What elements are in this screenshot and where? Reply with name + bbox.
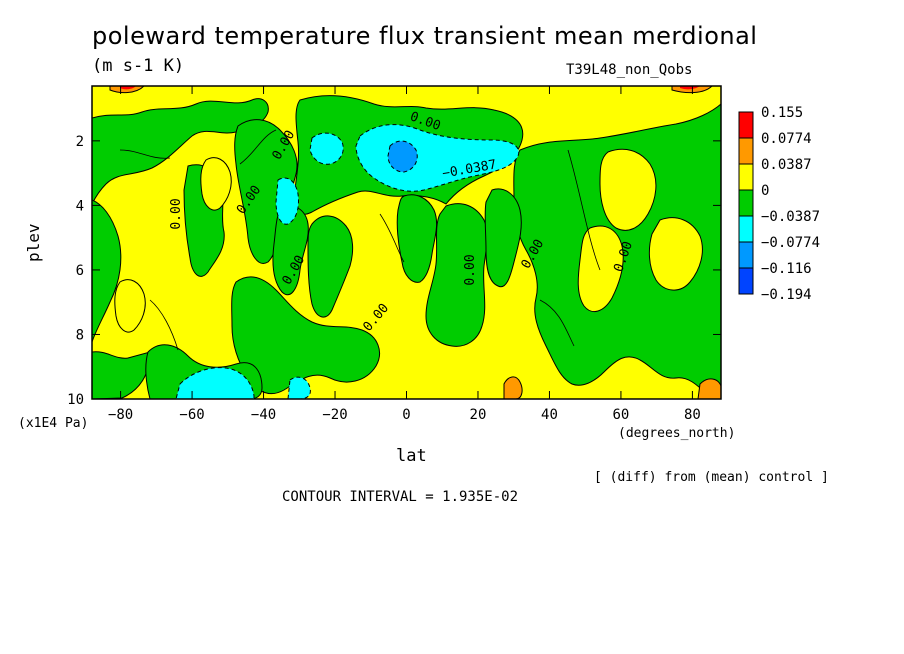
x-tick-label: 40 — [541, 407, 558, 423]
colorbar-label: −0.0387 — [761, 209, 820, 225]
y-tick-label: 6 — [76, 263, 84, 279]
plot-field — [92, 86, 721, 399]
x-axis-units: (degrees_north) — [618, 426, 736, 441]
x-axis-label: lat — [396, 446, 427, 466]
x-tick-label: −60 — [179, 407, 204, 423]
x-tick-label: 0 — [402, 407, 410, 423]
y-axis: 2 4 6 8 10 — [67, 134, 721, 408]
contour-label: 0.00 — [169, 198, 184, 229]
colorbar-swatch — [738, 111, 754, 139]
contour-label: 0.00 — [463, 254, 478, 285]
x-axis: −80 −60 −40 −20 0 20 40 60 80 — [108, 86, 701, 423]
x-tick-label: −40 — [251, 407, 276, 423]
diff-note: [ (diff) from (mean) control ] — [594, 470, 829, 485]
colorbar-swatch — [738, 267, 754, 295]
colorbar-label: 0.0774 — [761, 131, 812, 147]
colorbar-label: 0.0387 — [761, 157, 812, 173]
chart-title: poleward temperature flux transient mean… — [92, 22, 758, 50]
y-tick-label: 2 — [76, 134, 84, 150]
colorbar-label: 0 — [761, 183, 769, 199]
colorbar-swatch — [738, 137, 754, 165]
x-tick-label: −20 — [322, 407, 347, 423]
colorbar-swatch — [738, 215, 754, 243]
colorbar-swatch — [738, 189, 754, 217]
field-green-regions — [92, 95, 721, 399]
y-tick-label: 8 — [76, 327, 84, 343]
colorbar-label: −0.116 — [761, 261, 812, 277]
x-tick-label: 60 — [613, 407, 630, 423]
field-blue-core — [387, 140, 418, 173]
contour-lines — [119, 129, 601, 351]
y-tick-label: 10 — [67, 392, 84, 408]
contour-interval: CONTOUR INTERVAL = 1.935E-02 — [282, 489, 519, 505]
y-tick-label: 4 — [76, 198, 84, 214]
y-axis-units: (x1E4 Pa) — [18, 416, 89, 431]
colorbar-swatch — [738, 241, 754, 269]
field-yellow-islands — [114, 148, 703, 333]
colorbar-label: 0.155 — [761, 105, 803, 121]
x-tick-label: −80 — [108, 407, 133, 423]
field-cyan-regions — [175, 124, 520, 399]
field-red-spots — [120, 86, 700, 90]
colorbar: 0.155 0.0774 0.0387 0 −0.0387 −0.0774 −0.116 −0… — [738, 105, 820, 303]
colorbar-label: −0.0774 — [761, 235, 820, 251]
run-label: T39L48_non_Qobs — [566, 62, 693, 78]
colorbar-label: −0.194 — [761, 287, 812, 303]
x-tick-label: 20 — [470, 407, 487, 423]
chart-units: (m s-1 K) — [92, 56, 185, 76]
x-tick-label: 80 — [684, 407, 701, 423]
colorbar-swatch — [738, 163, 754, 191]
